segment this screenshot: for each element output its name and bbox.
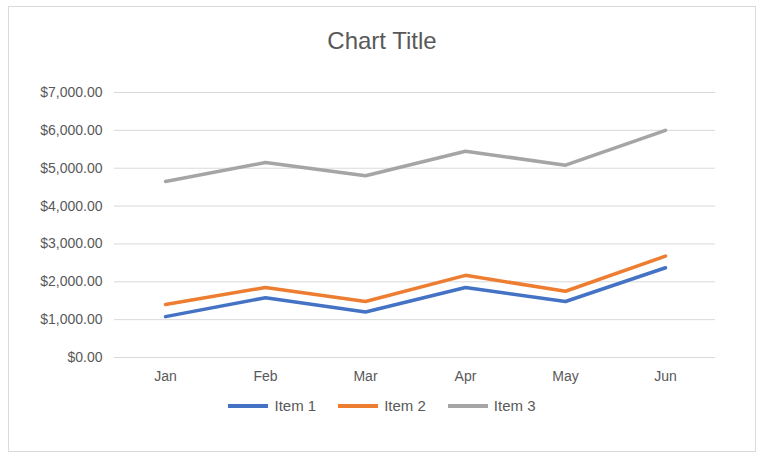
svg-text:$1,000.00: $1,000.00 — [40, 311, 102, 327]
svg-text:Jun: Jun — [654, 368, 677, 384]
svg-text:Feb: Feb — [253, 368, 277, 384]
svg-text:$3,000.00: $3,000.00 — [40, 235, 102, 251]
svg-text:Apr: Apr — [455, 368, 477, 384]
svg-text:$6,000.00: $6,000.00 — [40, 122, 102, 138]
svg-text:$0.00: $0.00 — [67, 349, 102, 365]
svg-text:$2,000.00: $2,000.00 — [40, 273, 102, 289]
html-text:Item 1: Item 1 — [274, 397, 317, 414]
svg-text:$7,000.00: $7,000.00 — [40, 84, 102, 100]
svg-text:Jan: Jan — [154, 368, 177, 384]
svg-text:Mar: Mar — [353, 368, 377, 384]
html-text:Chart Title: Chart Title — [327, 27, 437, 54]
svg-text:$4,000.00: $4,000.00 — [40, 198, 102, 214]
html-text:Item 2: Item 2 — [384, 397, 426, 414]
svg-text:May: May — [552, 368, 578, 384]
html-text:Item 3: Item 3 — [493, 397, 536, 414]
svg-text:$5,000.00: $5,000.00 — [40, 160, 102, 176]
